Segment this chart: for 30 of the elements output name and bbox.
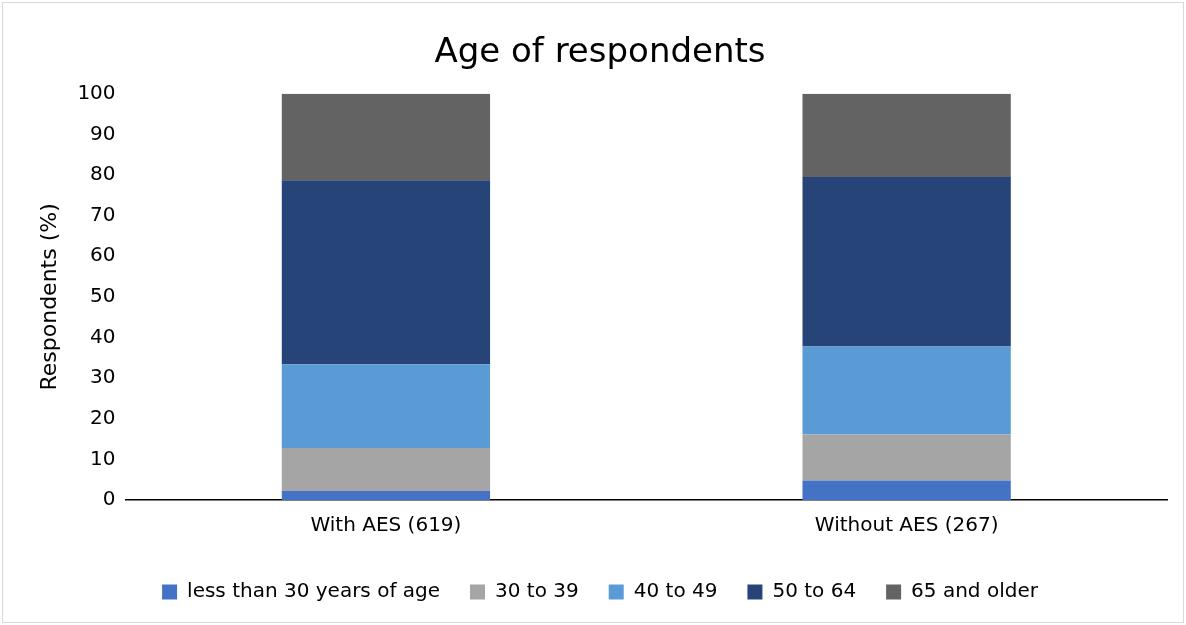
bar: [802, 93, 1011, 178]
legend-label: less than 30 years of age: [187, 578, 441, 603]
bar: [281, 491, 491, 500]
bar: [281, 448, 491, 492]
y-tick-label: 50: [90, 283, 116, 308]
bar: [802, 480, 1011, 500]
legend-label: 50 to 64: [772, 578, 857, 603]
x-tick-label: Without AES (267): [814, 512, 999, 537]
y-tick-label: 10: [90, 445, 116, 470]
y-tick-label: 90: [90, 120, 116, 145]
y-tick-label: 80: [90, 161, 116, 186]
y-tick-label: 30: [90, 364, 116, 389]
y-axis-title: Respondents (%): [35, 203, 61, 391]
legend-label: 40 to 49: [633, 578, 718, 603]
legend-label: 65 and older: [911, 578, 1039, 603]
y-tick-label: 0: [102, 486, 116, 511]
bar: [281, 93, 491, 181]
bar: [802, 434, 1011, 481]
y-tick-label: 70: [90, 201, 116, 226]
y-tick-label: 40: [90, 323, 116, 348]
bar: [802, 346, 1011, 435]
y-tick-label: 100: [77, 80, 116, 104]
y-tick-label: 60: [90, 242, 116, 267]
legend-label: 30 to 39: [495, 578, 579, 603]
bar: [281, 180, 491, 365]
bar: [802, 177, 1011, 347]
x-tick-label: With AES (619): [310, 512, 462, 537]
chart-title: Age of respondents: [434, 30, 766, 71]
bar: [281, 364, 491, 449]
y-tick-label: 20: [90, 404, 116, 429]
